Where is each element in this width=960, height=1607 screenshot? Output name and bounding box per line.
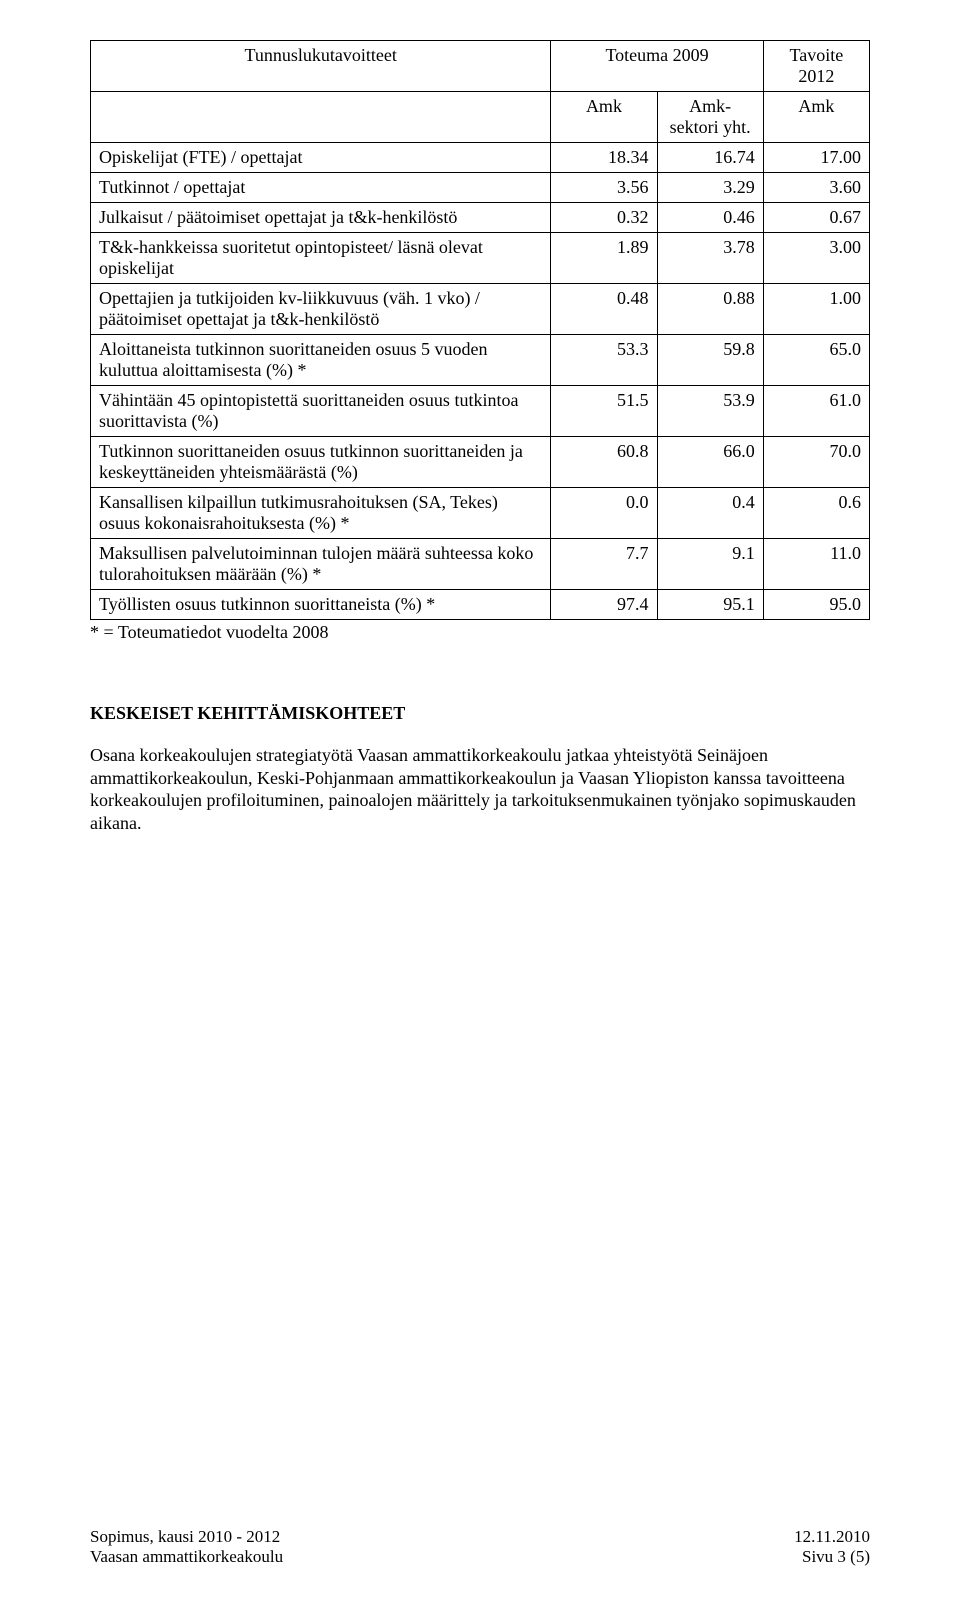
row-value: 18.34 [551, 143, 657, 173]
row-value: 0.0 [551, 488, 657, 539]
row-value: 97.4 [551, 590, 657, 620]
row-value: 66.0 [657, 437, 763, 488]
row-label: Työllisten osuus tutkinnon suorittaneist… [91, 590, 551, 620]
table-row: Tutkinnot / opettajat3.563.293.60 [91, 173, 870, 203]
row-value: 3.78 [657, 233, 763, 284]
header-col1: Tunnuslukutavoitteet [91, 41, 551, 92]
row-value: 11.0 [763, 539, 869, 590]
footer-right-line2: Sivu 3 (5) [802, 1547, 870, 1566]
row-label: T&k-hankkeissa suoritetut opintopisteet/… [91, 233, 551, 284]
row-label: Julkaisut / päätoimiset opettajat ja t&k… [91, 203, 551, 233]
header-sub-amk2: Amk [763, 92, 869, 143]
row-label: Vähintään 45 opintopistettä suorittaneid… [91, 386, 551, 437]
header-sub-sektori: Amk-sektori yht. [657, 92, 763, 143]
page: Tunnuslukutavoitteet Toteuma 2009 Tavoit… [0, 0, 960, 1607]
row-value: 0.46 [657, 203, 763, 233]
row-label: Kansallisen kilpaillun tutkimusrahoituks… [91, 488, 551, 539]
section-title: KESKEISET KEHITTÄMISKOHTEET [90, 703, 870, 724]
header-sub-empty [91, 92, 551, 143]
body-paragraph: Osana korkeakoulujen strategiatyötä Vaas… [90, 744, 870, 834]
table-row: Aloittaneista tutkinnon suorittaneiden o… [91, 335, 870, 386]
row-value: 95.1 [657, 590, 763, 620]
table-row: Vähintään 45 opintopistettä suorittaneid… [91, 386, 870, 437]
row-value: 1.00 [763, 284, 869, 335]
row-value: 70.0 [763, 437, 869, 488]
footer-left-line1: Sopimus, kausi 2010 - 2012 [90, 1527, 280, 1546]
row-label: Maksullisen palvelutoiminnan tulojen mää… [91, 539, 551, 590]
row-value: 51.5 [551, 386, 657, 437]
row-value: 3.29 [657, 173, 763, 203]
table-row: Opettajien ja tutkijoiden kv-liikkuvuus … [91, 284, 870, 335]
table-row: Tutkinnon suorittaneiden osuus tutkinnon… [91, 437, 870, 488]
metrics-table: Tunnuslukutavoitteet Toteuma 2009 Tavoit… [90, 40, 870, 620]
table-row: T&k-hankkeissa suoritetut opintopisteet/… [91, 233, 870, 284]
row-value: 0.67 [763, 203, 869, 233]
row-value: 1.89 [551, 233, 657, 284]
table-row: Opiskelijat (FTE) / opettajat18.3416.741… [91, 143, 870, 173]
header-col3: Tavoite 2012 [763, 41, 869, 92]
footer-left-line2: Vaasan ammattikorkeakoulu [90, 1547, 283, 1566]
table-row: Kansallisen kilpaillun tutkimusrahoituks… [91, 488, 870, 539]
footer-right: 12.11.2010 Sivu 3 (5) [794, 1527, 870, 1567]
row-value: 95.0 [763, 590, 869, 620]
row-value: 0.88 [657, 284, 763, 335]
row-value: 3.00 [763, 233, 869, 284]
page-footer: Sopimus, kausi 2010 - 2012 Vaasan ammatt… [90, 1527, 870, 1567]
row-label: Opiskelijat (FTE) / opettajat [91, 143, 551, 173]
table-row: Maksullisen palvelutoiminnan tulojen mää… [91, 539, 870, 590]
row-value: 0.32 [551, 203, 657, 233]
row-value: 53.9 [657, 386, 763, 437]
table-header-row-1: Tunnuslukutavoitteet Toteuma 2009 Tavoit… [91, 41, 870, 92]
row-value: 9.1 [657, 539, 763, 590]
row-value: 3.56 [551, 173, 657, 203]
row-value: 59.8 [657, 335, 763, 386]
header-col2: Toteuma 2009 [551, 41, 763, 92]
table-row: Työllisten osuus tutkinnon suorittaneist… [91, 590, 870, 620]
footer-left: Sopimus, kausi 2010 - 2012 Vaasan ammatt… [90, 1527, 283, 1567]
table-header-row-2: Amk Amk-sektori yht. Amk [91, 92, 870, 143]
row-value: 65.0 [763, 335, 869, 386]
row-label: Tutkinnon suorittaneiden osuus tutkinnon… [91, 437, 551, 488]
footer-right-line1: 12.11.2010 [794, 1527, 870, 1546]
row-value: 61.0 [763, 386, 869, 437]
row-value: 60.8 [551, 437, 657, 488]
row-value: 0.6 [763, 488, 869, 539]
table-body: Opiskelijat (FTE) / opettajat18.3416.741… [91, 143, 870, 620]
row-value: 17.00 [763, 143, 869, 173]
table-footnote: * = Toteumatiedot vuodelta 2008 [90, 622, 870, 643]
table-row: Julkaisut / päätoimiset opettajat ja t&k… [91, 203, 870, 233]
row-label: Opettajien ja tutkijoiden kv-liikkuvuus … [91, 284, 551, 335]
row-value: 16.74 [657, 143, 763, 173]
row-value: 0.4 [657, 488, 763, 539]
header-sub-amk: Amk [551, 92, 657, 143]
row-value: 53.3 [551, 335, 657, 386]
row-value: 7.7 [551, 539, 657, 590]
row-label: Tutkinnot / opettajat [91, 173, 551, 203]
row-label: Aloittaneista tutkinnon suorittaneiden o… [91, 335, 551, 386]
row-value: 0.48 [551, 284, 657, 335]
row-value: 3.60 [763, 173, 869, 203]
